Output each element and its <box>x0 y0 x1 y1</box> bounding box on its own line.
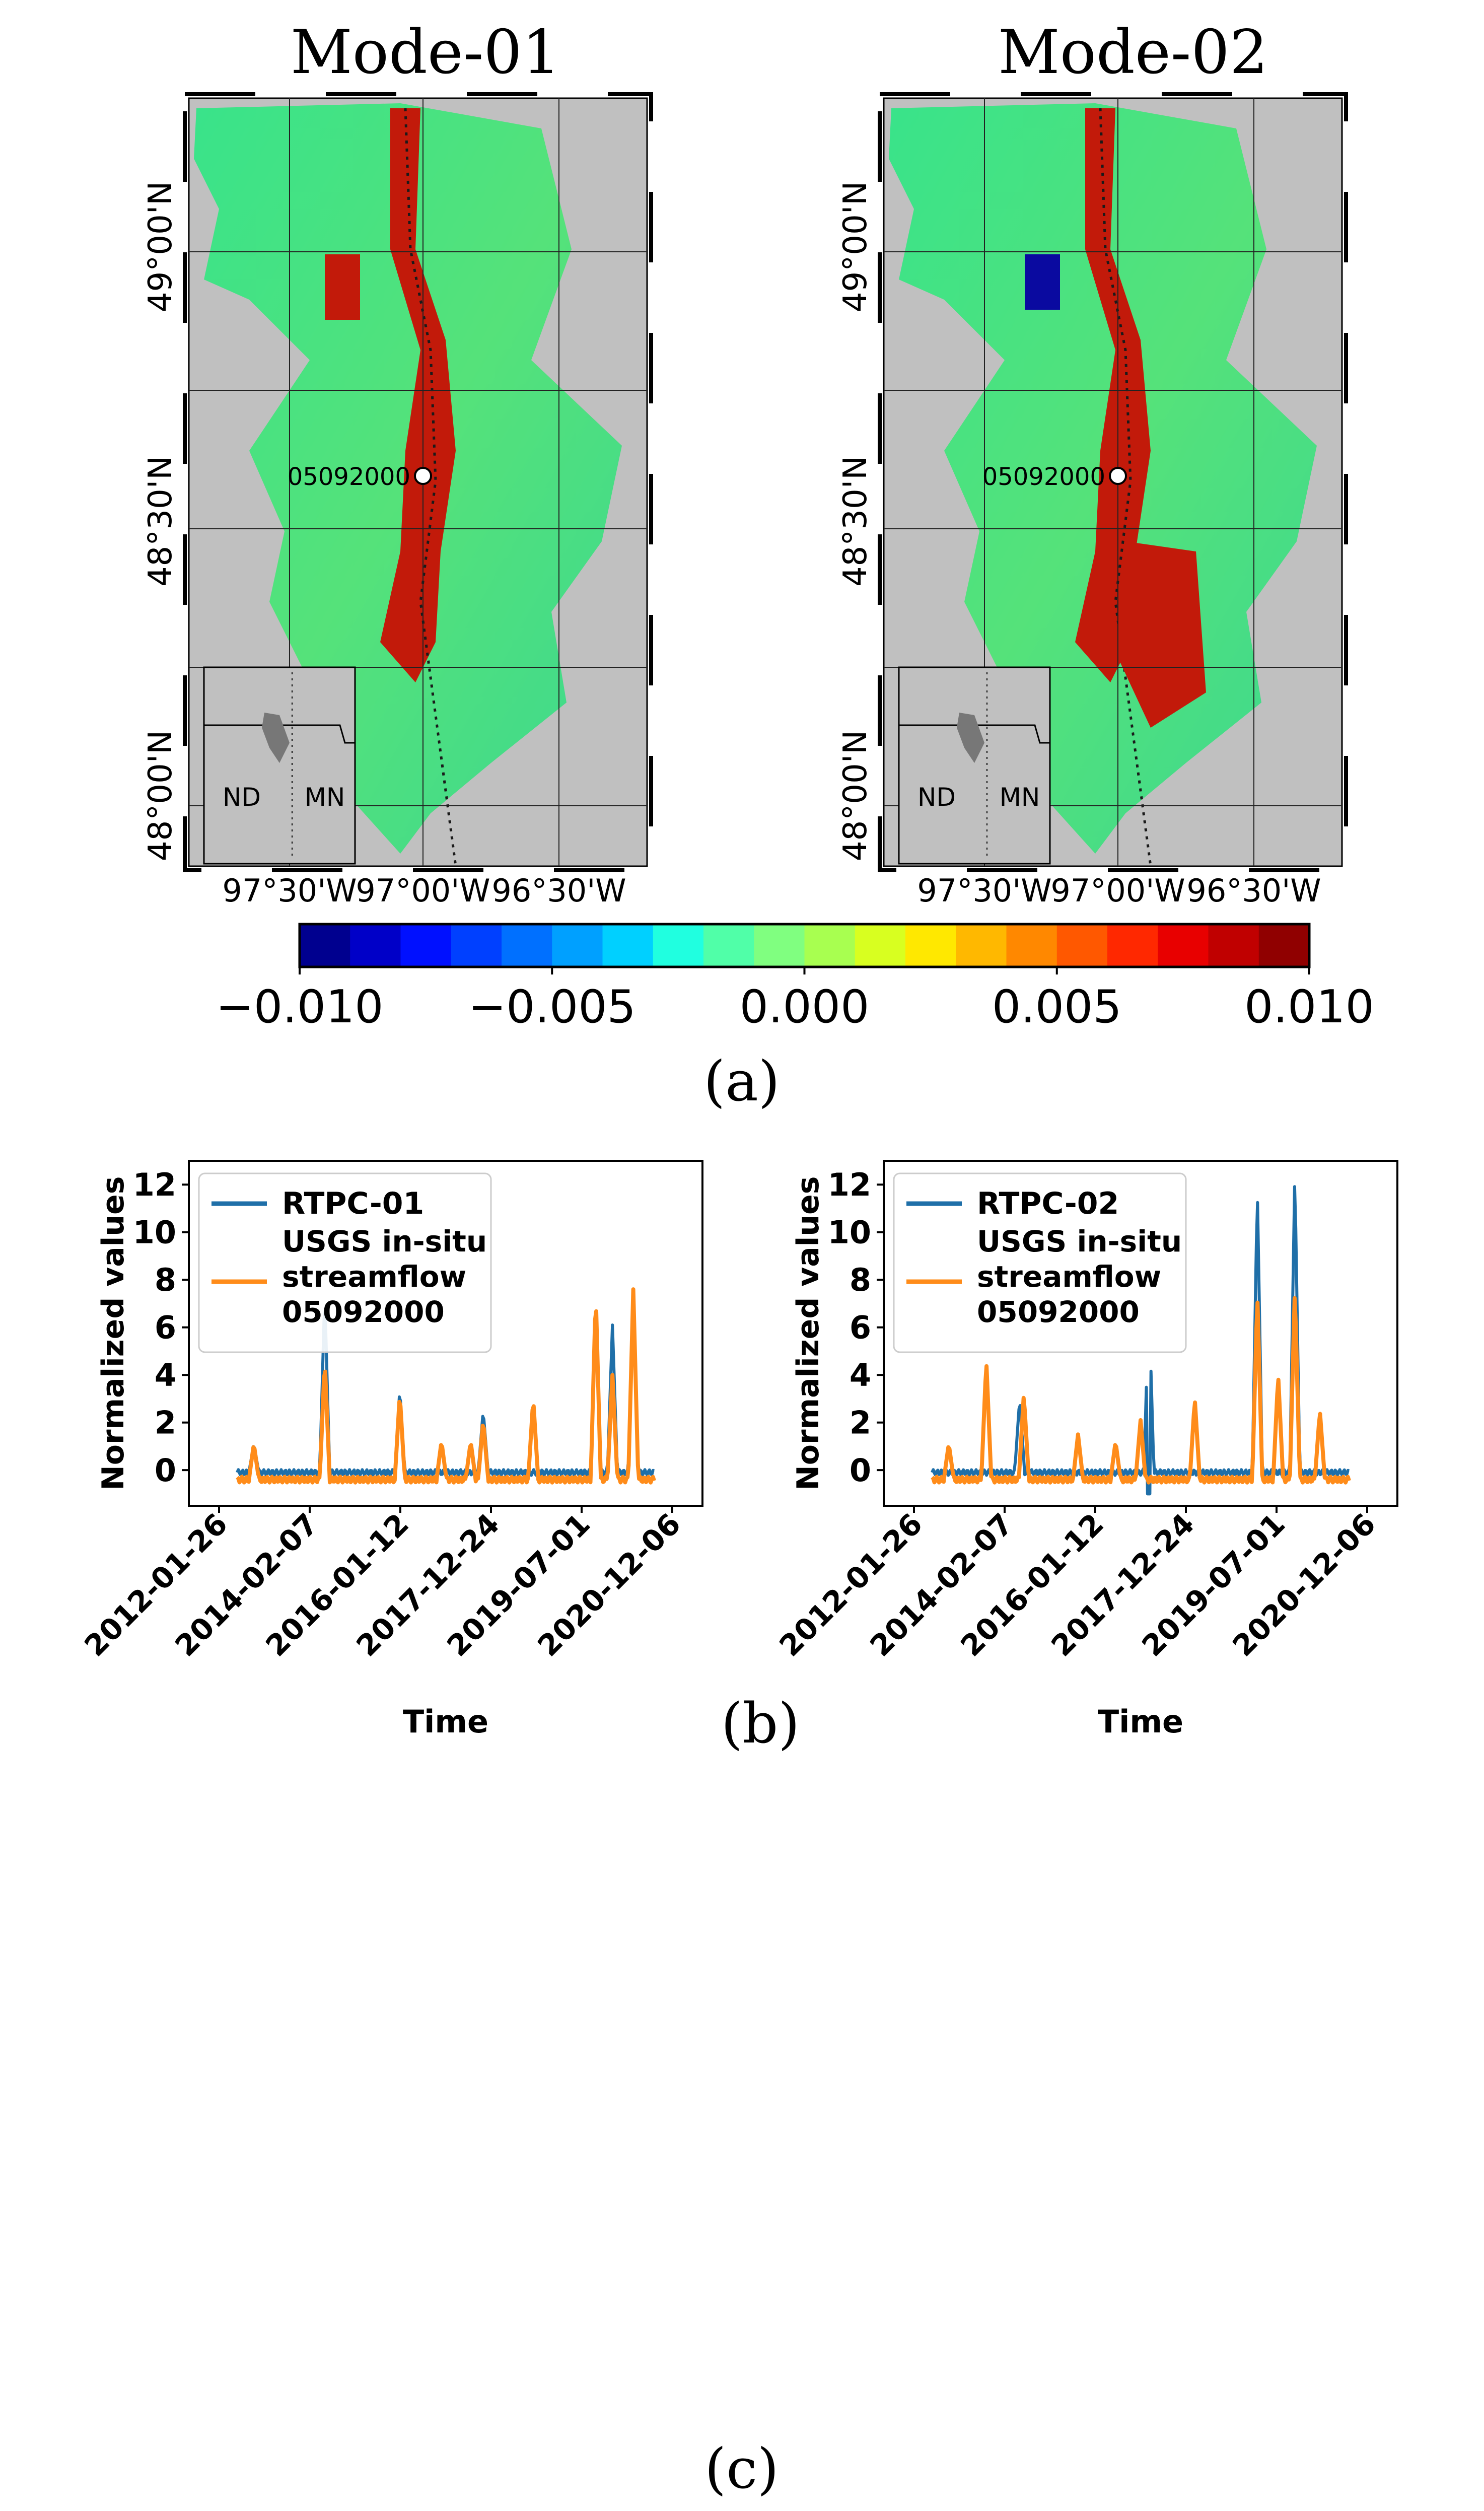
colorbar-tick-label: 0.010 <box>1244 981 1374 1033</box>
inset-map <box>898 666 1051 865</box>
lon-label: 97°00'W <box>1050 872 1185 909</box>
legend-label: 05092000 <box>977 1295 1140 1329</box>
colorbar-swatch <box>754 924 805 967</box>
colorbar-swatch <box>552 924 603 967</box>
colorbar-swatch <box>1006 924 1057 967</box>
inset-label: ND <box>917 783 956 812</box>
lat-label: 49°00'N <box>142 181 179 312</box>
colorbar: −0.010 −0.005 0.000 0.005 0.010 <box>216 923 1374 1033</box>
legend-box <box>893 1172 1187 1353</box>
lat-label: 48°00'N <box>837 730 874 861</box>
legend-label: streamflow <box>977 1260 1161 1294</box>
lon-label: 96°30'W <box>491 872 626 909</box>
lat-label: 48°30'N <box>142 456 179 587</box>
y-tick-label: 2 <box>850 1405 871 1441</box>
legend-label: 05092000 <box>282 1295 445 1329</box>
y-tick-label: 4 <box>155 1357 176 1393</box>
legend-label: USGS in-situ <box>977 1224 1182 1259</box>
y-tick-label: 10 <box>133 1214 176 1251</box>
station-marker <box>414 467 432 485</box>
colorbar-swatch <box>300 924 351 967</box>
colorbar-swatch <box>1258 924 1310 967</box>
legend-label: streamflow <box>282 1260 466 1294</box>
colorbar-swatch <box>400 924 452 967</box>
lat-label: 49°00'N <box>837 181 874 312</box>
legend-label: RTPC-02 <box>977 1186 1119 1221</box>
y-tick-label: 0 <box>155 1452 176 1489</box>
series-usgs-line <box>931 1296 1351 1485</box>
colorbar-tick-label: −0.005 <box>468 981 636 1033</box>
y-tick-label: 12 <box>133 1166 176 1203</box>
colorbar-swatch <box>703 924 755 967</box>
y-tick-label: 12 <box>828 1166 871 1203</box>
lon-label: 97°30'W <box>222 872 357 909</box>
series-rtpc-line <box>931 1185 1350 1496</box>
colorbar-swatch <box>1158 924 1209 967</box>
x-axis-label: Time <box>403 1703 488 1740</box>
colorbar-swatch <box>350 924 401 967</box>
colorbar-swatch <box>1056 924 1108 967</box>
y-tick-label: 0 <box>850 1452 871 1489</box>
colorbar-tick-label: 0.000 <box>740 981 870 1033</box>
inset-label: MN <box>305 783 345 812</box>
colorbar-tick-label: 0.005 <box>992 981 1122 1033</box>
colorbar-swatch <box>905 924 957 967</box>
colorbar-swatch <box>855 924 906 967</box>
colorbar-swatch <box>602 924 654 967</box>
panel-label-c: (c) <box>704 2436 779 2501</box>
lat-label: 48°30'N <box>837 456 874 587</box>
map-frame <box>183 92 653 872</box>
station-marker <box>1109 467 1127 485</box>
y-tick-label: 10 <box>828 1214 871 1251</box>
y-axis-label: Normalized values <box>96 1176 131 1491</box>
legend-box <box>198 1172 492 1353</box>
map-title: Mode-01 <box>291 18 560 88</box>
map-frame <box>878 92 1348 872</box>
colorbar-tick-label: −0.010 <box>216 981 383 1033</box>
panel-label-b: (b) <box>721 1691 800 1756</box>
y-tick-label: 6 <box>850 1309 871 1346</box>
low-value-patch <box>1025 254 1060 310</box>
y-tick-label: 6 <box>155 1309 176 1346</box>
station-label: 05092000 <box>982 463 1105 491</box>
panel-label-a: (a) <box>703 1049 780 1113</box>
inset-label: ND <box>223 783 261 812</box>
colorbar-swatch <box>653 924 704 967</box>
x-axis-label: Time <box>1098 1703 1183 1740</box>
y-tick-label: 8 <box>155 1262 176 1298</box>
lon-label: 96°30'W <box>1186 872 1321 909</box>
colorbar-swatch <box>1208 924 1259 967</box>
inset-watershed <box>957 713 984 763</box>
map-mode-02: Mode-02 05092000 49°00'N 48°30'N 48°00'N 97°… <box>837 18 1348 909</box>
legend-label: USGS in-situ <box>282 1224 487 1259</box>
colorbar-swatch <box>1107 924 1159 967</box>
map-title: Mode-02 <box>998 18 1268 88</box>
inset-label: MN <box>1000 783 1040 812</box>
lon-label: 97°30'W <box>917 872 1051 909</box>
high-value-patch <box>325 254 360 320</box>
colorbar-swatch <box>956 924 1007 967</box>
y-tick-label: 8 <box>850 1262 871 1298</box>
y-tick-label: 2 <box>155 1405 176 1441</box>
colorbar-swatch <box>451 924 502 967</box>
map-mode-01: Mode-01 05092000 49°00'N 48°30'N 48°00'N 97°… <box>142 18 653 909</box>
y-tick-label: 4 <box>850 1357 871 1393</box>
legend-label: RTPC-01 <box>282 1186 424 1221</box>
y-axis-label: Normalized values <box>791 1176 826 1491</box>
colorbar-swatch <box>804 924 856 967</box>
inset-watershed <box>262 713 290 763</box>
station-label: 05092000 <box>288 463 410 491</box>
series-usgs-line <box>236 1287 656 1485</box>
high-value-patch <box>1115 541 1206 728</box>
inset-map <box>203 666 356 865</box>
lon-label: 97°00'W <box>356 872 490 909</box>
colorbar-swatch <box>502 924 553 967</box>
lat-label: 48°00'N <box>142 730 179 861</box>
